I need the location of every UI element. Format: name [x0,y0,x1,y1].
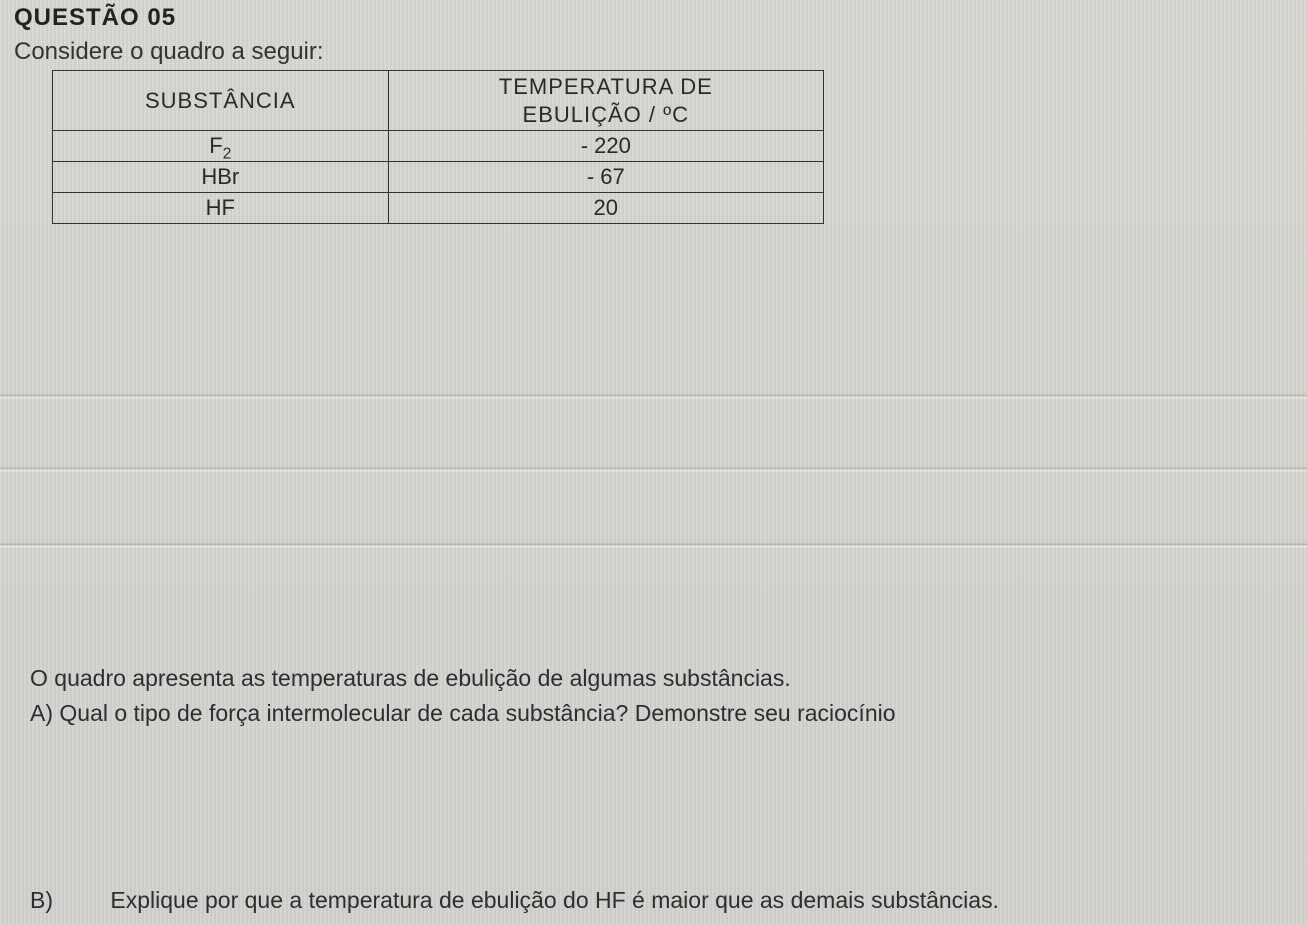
item-b-label: B) [30,884,104,917]
paragraph-text: O quadro apresenta as temperaturas de eb… [30,662,1287,695]
page-content: QUESTÃO 05 Considere o quadro a seguir: … [0,0,1307,224]
item-b-text: Explique por que a temperatura de ebuliç… [110,887,999,913]
item-b: B) Explique por que a temperatura de ebu… [30,884,1287,917]
separator-line [0,544,1307,547]
item-a: A) Qual o tipo de força intermolecular d… [30,697,1287,730]
table-row: HBr - 67 [53,162,824,193]
col-header-temp-line2: EBULIÇÃO / ºC [523,102,690,127]
table-row: F2 - 220 [53,131,824,162]
table-header-row: SUBSTÂNCIA TEMPERATURA DE EBULIÇÃO / ºC [53,71,824,131]
col-header-substance: SUBSTÂNCIA [53,71,389,131]
item-a-text: Qual o tipo de força intermolecular de c… [59,700,895,726]
col-header-temperature: TEMPERATURA DE EBULIÇÃO / ºC [388,71,823,131]
table-row: HF 20 [53,193,824,224]
cell-temperature: - 67 [388,162,823,193]
data-table: SUBSTÂNCIA TEMPERATURA DE EBULIÇÃO / ºC … [52,70,824,224]
cell-temperature: 20 [388,193,823,224]
separator-line [0,395,1307,398]
cell-substance: HBr [53,162,389,193]
question-title: QUESTÃO 05 [0,0,1307,32]
intro-text: Considere o quadro a seguir: [0,32,1307,70]
cell-substance: F2 [53,131,389,162]
cell-substance: HF [53,193,389,224]
col-header-temp-line1: TEMPERATURA DE [499,74,713,99]
separator-line [0,468,1307,471]
item-a-label: A) [30,700,53,726]
cell-temperature: - 220 [388,131,823,162]
